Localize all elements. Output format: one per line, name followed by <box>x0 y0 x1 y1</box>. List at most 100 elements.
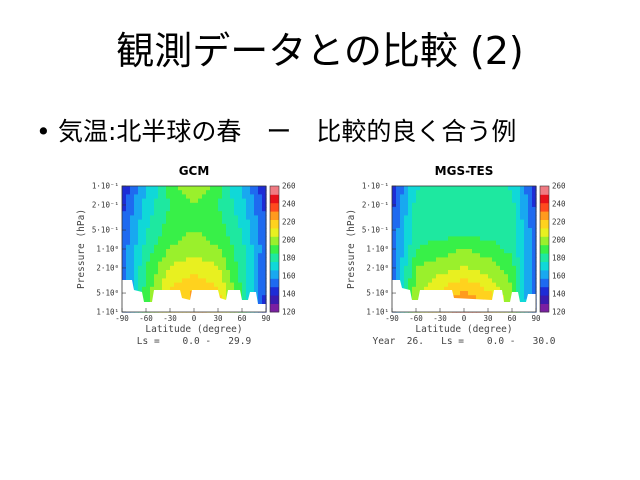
heatmap-cell <box>186 295 191 300</box>
heatmap-cell <box>254 257 259 263</box>
heatmap-cell <box>468 249 473 254</box>
heatmap-cell <box>516 190 521 195</box>
heatmap-cell <box>242 223 247 229</box>
heatmap-cell <box>238 215 243 221</box>
heatmap-cell <box>500 186 505 191</box>
heatmap-cell <box>508 261 513 267</box>
heatmap-cell <box>238 202 243 208</box>
heatmap-cell <box>174 257 179 263</box>
heatmap-cell <box>432 186 437 191</box>
heatmap-cell <box>528 282 533 288</box>
heatmap-cell <box>432 190 437 195</box>
heatmap-cell <box>246 244 251 250</box>
heatmap-cell <box>512 219 517 225</box>
heatmap-cell <box>424 274 429 279</box>
heatmap-cell <box>190 202 195 208</box>
heatmap-cell <box>436 211 441 216</box>
heatmap-cell <box>480 207 485 212</box>
heatmap-cell <box>170 278 175 284</box>
heatmap-cell <box>420 215 425 221</box>
heatmap-cell <box>150 190 155 195</box>
heatmap-cell <box>508 253 513 258</box>
heatmap-cell <box>222 211 227 216</box>
heatmap-cell <box>500 223 505 229</box>
heatmap-cell <box>154 282 159 288</box>
heatmap-cell <box>416 236 421 242</box>
heatmap-cell <box>512 282 517 288</box>
heatmap-cell <box>452 186 457 191</box>
heatmap-cell <box>428 215 433 221</box>
heatmap-cell <box>480 274 485 279</box>
heatmap-cell <box>432 286 437 292</box>
heatmap-cell <box>262 215 267 221</box>
heatmap-cell <box>528 244 533 250</box>
heatmap-cell <box>416 198 421 204</box>
heatmap-cell <box>448 186 453 191</box>
heatmap-cell <box>242 286 247 292</box>
heatmap-cell <box>464 236 469 242</box>
heatmap-cell <box>464 198 469 204</box>
heatmap-cell <box>218 286 223 292</box>
heatmap-cell <box>210 274 215 279</box>
heatmap-cell <box>174 202 179 208</box>
heatmap-cell <box>508 286 513 292</box>
heatmap-cell <box>456 211 461 216</box>
heatmap-cell <box>190 278 195 284</box>
colorbar-frame <box>539 185 550 313</box>
heatmap-cell <box>222 215 227 221</box>
heatmap-cell <box>190 265 195 271</box>
heatmap-cell <box>504 265 509 271</box>
heatmap-cell <box>524 202 529 208</box>
colorbar-tick-label: 220 <box>282 218 296 227</box>
heatmap-cell <box>262 219 267 225</box>
heatmap-cell <box>404 265 409 271</box>
heatmap-cell <box>262 299 267 305</box>
heatmap-cell <box>142 215 147 221</box>
heatmap-cell <box>226 244 231 250</box>
heatmap-cell <box>496 198 501 204</box>
heatmap-cell <box>230 190 235 195</box>
colorbar-tick-label: 260 <box>282 182 296 191</box>
heatmap-cell <box>214 228 219 233</box>
heatmap-cell <box>432 219 437 225</box>
heatmap-cell <box>400 240 405 246</box>
heatmap-cell <box>158 278 163 284</box>
heatmap-cell <box>404 261 409 267</box>
heatmap-cell <box>166 253 171 258</box>
heatmap-cell <box>150 274 155 279</box>
heatmap-cell <box>448 257 453 263</box>
heatmap-cell <box>440 219 445 225</box>
heatmap-cell <box>424 286 429 292</box>
heatmap-cell <box>222 278 227 284</box>
heatmap-cell <box>412 194 417 200</box>
heatmap-cell <box>452 257 457 263</box>
heatmap-cell <box>222 257 227 263</box>
heatmap-cell <box>226 215 231 221</box>
heatmap-cell <box>214 253 219 258</box>
heatmap-cell <box>492 190 497 195</box>
heatmap-cell <box>460 244 465 250</box>
heatmap-cell <box>254 232 259 237</box>
heatmap-cell <box>392 274 397 279</box>
heatmap-cell <box>126 244 131 250</box>
heatmap-cell <box>396 274 401 279</box>
heatmap-cell <box>126 223 131 229</box>
heatmap-cell <box>520 286 525 292</box>
heatmap-cell <box>238 198 243 204</box>
heatmap-cell <box>242 274 247 279</box>
heatmap-cell <box>218 295 223 300</box>
heatmap-cell <box>170 194 175 200</box>
heatmap-cell <box>142 286 147 292</box>
heatmap-cell <box>158 202 163 208</box>
heatmap-cell <box>246 236 251 242</box>
heatmap-cell <box>436 219 441 225</box>
heatmap-cell <box>150 282 155 288</box>
heatmap-cell <box>504 228 509 233</box>
heatmap-cell <box>150 295 155 300</box>
heatmap-cell <box>174 207 179 212</box>
heatmap-cell <box>532 286 537 292</box>
heatmap-cell <box>532 223 537 229</box>
heatmap-cell <box>440 257 445 263</box>
heatmap-cell <box>496 190 501 195</box>
